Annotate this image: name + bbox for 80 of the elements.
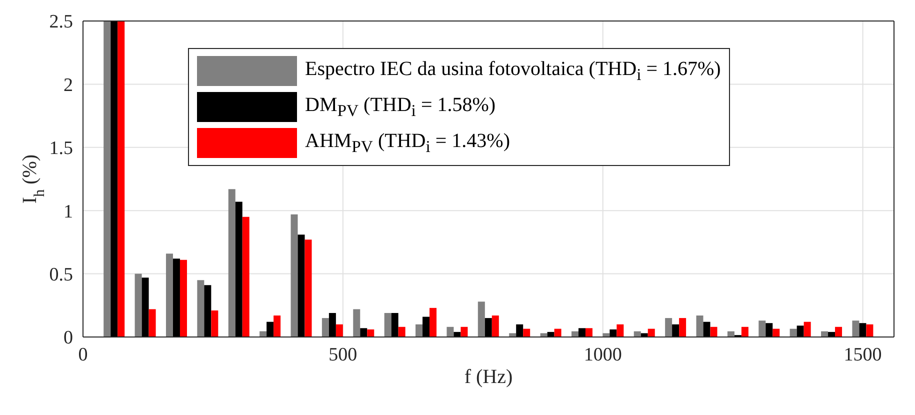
bar: [648, 328, 655, 337]
bar: [360, 328, 368, 337]
bar: [228, 189, 236, 337]
bar: [266, 322, 274, 337]
bar: [204, 285, 212, 337]
y-tick-label: 1.5: [49, 138, 73, 160]
bar: [859, 323, 866, 337]
bar: [640, 333, 648, 337]
bar: [703, 322, 710, 337]
bar: [540, 333, 548, 337]
bar: [758, 320, 766, 337]
bar: [492, 316, 499, 337]
bar: [852, 320, 860, 337]
bar: [353, 309, 360, 337]
bar: [290, 214, 298, 337]
bar: [367, 329, 374, 337]
bar: [509, 333, 516, 337]
bar: [710, 326, 718, 337]
bar: [516, 324, 524, 337]
y-tick-label: 2: [64, 74, 73, 96]
bar: [796, 326, 804, 337]
legend-label: AHM$_{PV}$ (THD$_{i}$ = 1.43%): [305, 130, 510, 156]
y-tick-label: 0: [64, 328, 73, 349]
bar: [416, 324, 423, 337]
bar: [766, 323, 773, 337]
bar: [866, 324, 874, 337]
bar: [211, 310, 218, 337]
bar: [616, 324, 624, 337]
bar: [336, 324, 343, 337]
bar: [585, 328, 592, 337]
bar: [304, 240, 312, 337]
bar: [835, 326, 842, 337]
x-tick-label: 500: [328, 344, 358, 366]
bar: [610, 329, 617, 337]
bar: [104, 21, 111, 337]
bar: [696, 316, 704, 337]
bar: [322, 318, 329, 337]
bar: [554, 328, 562, 337]
y-tick-label: 2.5: [49, 12, 73, 33]
bar: [672, 324, 680, 337]
bar: [422, 316, 430, 337]
x-tick-label: 0: [78, 344, 88, 366]
bar: [298, 234, 305, 337]
bar: [578, 328, 586, 337]
bar: [118, 21, 125, 337]
legend-label: DM$_{PV}$ (THD$_{i}$ = 1.58%): [305, 94, 496, 120]
bar: [110, 21, 118, 337]
bar: [172, 258, 180, 337]
y-tick-label: 0.5: [49, 264, 73, 286]
bar: [398, 326, 406, 337]
bar: [384, 312, 392, 337]
bar: [134, 274, 142, 337]
bar: [523, 328, 530, 337]
bar: [242, 216, 250, 337]
bar: [430, 308, 437, 337]
bar: [446, 326, 454, 337]
bar: [142, 278, 149, 337]
x-tick-label: 1000: [584, 344, 622, 366]
bar: [197, 280, 204, 337]
bar: [790, 328, 797, 337]
x-axis-title: f (Hz): [464, 366, 513, 388]
bar: [772, 328, 780, 337]
bar: [166, 254, 173, 337]
bar: [484, 318, 492, 337]
x-tick-label: 1500: [844, 344, 882, 366]
bar: [328, 312, 336, 337]
bar: [391, 312, 398, 337]
bar: [741, 326, 748, 337]
bar: [679, 318, 686, 337]
y-tick-label: 1: [64, 201, 73, 222]
bar: [148, 309, 156, 337]
bar: [180, 260, 187, 337]
bar: [602, 333, 610, 337]
legend-label: Espectro IEC da usina fotovoltaica (THD$_{i}$ = 1.67%): [305, 58, 721, 84]
bar: [235, 202, 242, 337]
bar: [460, 326, 468, 337]
bar: [478, 302, 485, 337]
bar: [665, 318, 672, 337]
bar: [804, 322, 811, 337]
bar: [274, 316, 281, 337]
